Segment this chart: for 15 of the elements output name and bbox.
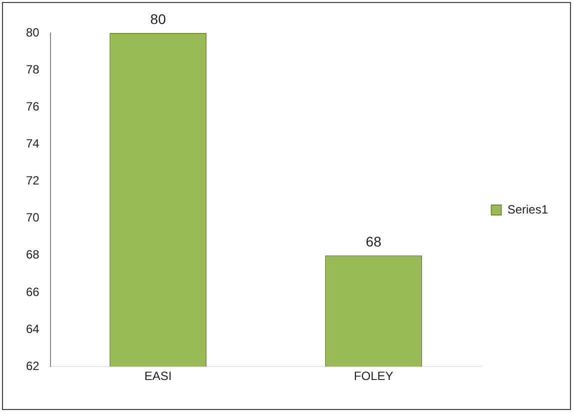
y-tick-label: 76: [26, 99, 40, 114]
y-tick-label: 70: [26, 210, 40, 225]
y-tick-label: 78: [26, 62, 40, 76]
data-label: 68: [366, 233, 382, 250]
x-tick-label: FOLEY: [354, 369, 394, 384]
data-label: 80: [150, 10, 166, 27]
y-tick-label: 62: [26, 358, 40, 373]
x-tick-label: EASI: [144, 369, 172, 384]
y-tick-label: 80: [26, 25, 40, 40]
y-tick-label: 74: [26, 136, 40, 151]
y-tick-label: 64: [26, 322, 40, 336]
y-tick-label: 68: [26, 248, 40, 262]
y-tick-label: 72: [26, 174, 40, 188]
y-tick-label: 66: [26, 284, 40, 299]
legend-label: Series1: [507, 202, 548, 216]
